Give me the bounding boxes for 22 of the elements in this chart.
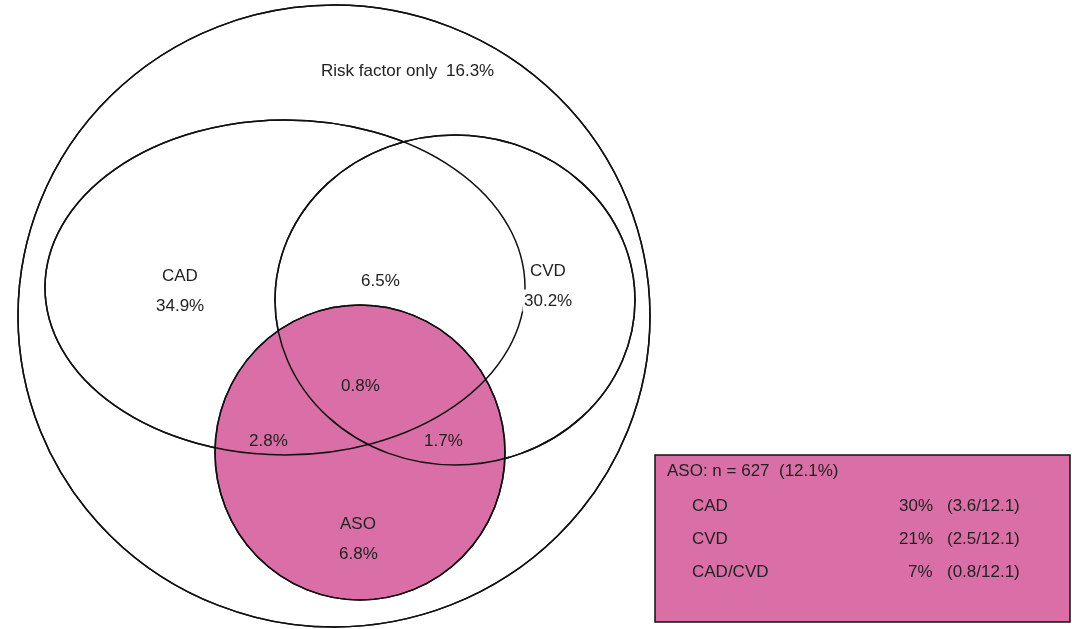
text: CVD	[692, 529, 728, 548]
data-label: 30.2%	[524, 291, 573, 310]
text: 0.8%	[341, 376, 380, 395]
category-label: CVD	[530, 261, 566, 280]
text: (3.6/12.1)	[947, 496, 1020, 515]
text: 21%	[899, 529, 934, 548]
text: CAD	[692, 496, 728, 515]
text: 6.5%	[361, 271, 400, 290]
text: 7%	[908, 562, 933, 581]
category-label: ASO	[340, 514, 376, 533]
text: ASO: n = 627 (12.1%)	[667, 461, 839, 480]
category-label: CAD	[162, 266, 198, 285]
text: 1.7%	[424, 431, 463, 450]
text: CAD/CVD	[692, 562, 769, 581]
category-label: Risk factor only	[321, 61, 438, 80]
text: 30%	[899, 496, 934, 515]
text: (0.8/12.1)	[947, 562, 1020, 581]
data-label: 16.3%	[446, 61, 495, 80]
data-label: 6.8%	[339, 544, 378, 563]
text: (2.5/12.1)	[947, 529, 1020, 548]
text: 2.8%	[249, 431, 288, 450]
data-label: 34.9%	[156, 296, 205, 315]
